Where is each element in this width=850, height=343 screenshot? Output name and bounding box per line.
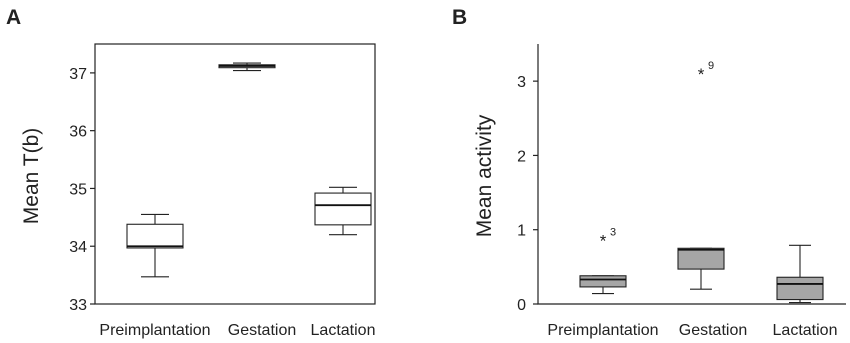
box-iqr (314, 192, 372, 226)
y-tick-label: 33 (69, 297, 87, 314)
box-iqr (126, 223, 184, 249)
y-axis-title-a: Mean T(b) (20, 128, 43, 224)
category-label: Preimplantation (547, 322, 658, 339)
boxes-a (126, 62, 372, 278)
box-lactation (314, 186, 372, 236)
box-iqr (579, 275, 627, 288)
box-iqr (776, 276, 824, 301)
box-iqr (677, 247, 725, 270)
outlier-id-label: 9 (708, 60, 714, 72)
y-tick-label: 34 (69, 239, 87, 256)
y-tick-label: 37 (69, 66, 87, 83)
category-label: Preimplantation (99, 322, 210, 339)
boxes-b (579, 244, 824, 304)
y-tick-label: 1 (517, 223, 526, 240)
outlier-marker: * (600, 231, 607, 250)
y-axis-title-b: Mean activity (473, 114, 496, 237)
y-tick-label: 35 (69, 181, 87, 198)
panel-a: A Mean T(b) 33 34 35 36 37 Preimplantation Ge… (6, 6, 376, 339)
category-labels-a: Preimplantation Gestation Lactation (99, 322, 375, 339)
category-label: Gestation (228, 322, 296, 339)
box-lactation (776, 244, 824, 304)
panel-letter-b: B (452, 6, 467, 29)
y-ticks-a: 33 34 35 36 37 (69, 66, 95, 314)
category-label: Gestation (679, 322, 747, 339)
outliers-b: * 3* 9 (600, 60, 714, 250)
plot-frame-a (94, 43, 376, 305)
box-gestation (218, 62, 276, 72)
category-label: Lactation (773, 322, 838, 339)
y-tick-label: 3 (517, 74, 526, 91)
box-gestation (677, 247, 725, 290)
panel-letter-a: A (6, 6, 21, 29)
y-tick-label: 0 (517, 297, 526, 314)
outlier-id-label: 3 (610, 226, 616, 238)
box-preimplantation (126, 213, 184, 278)
box-preimplantation (579, 275, 627, 295)
category-labels-b: Preimplantation Gestation Lactation (547, 322, 837, 339)
category-label: Lactation (311, 322, 376, 339)
y-ticks-b: 0 1 2 3 (517, 74, 538, 314)
outlier-marker: * (698, 65, 705, 84)
y-tick-label: 36 (69, 124, 87, 141)
y-tick-label: 2 (517, 148, 526, 165)
